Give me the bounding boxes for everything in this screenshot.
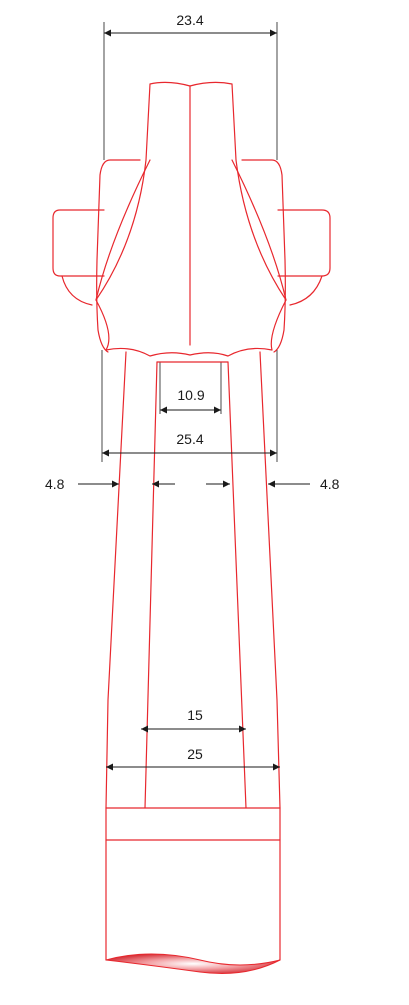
dimension-labels: 23.4 10.9 25.4 4.8 4.8 15 25 — [45, 12, 340, 762]
bore-left — [144, 361, 158, 809]
extension-lines — [101, 22, 278, 462]
tube-right-wall — [259, 351, 281, 809]
label-lower-width: 25 — [187, 746, 203, 762]
left-collar — [96, 159, 141, 353]
label-top-width: 23.4 — [176, 12, 203, 28]
center-block — [95, 81, 287, 357]
shaded-end — [105, 953, 281, 974]
right-wing — [277, 209, 331, 277]
dimension-lines — [78, 29, 310, 771]
label-right-wall: 4.8 — [320, 476, 340, 492]
label-inner-lower-width: 15 — [187, 707, 203, 723]
bow-mouthpiece-outline — [52, 81, 331, 974]
left-wing — [52, 209, 105, 277]
right-collar — [241, 159, 286, 353]
label-left-wall: 4.8 — [45, 476, 65, 492]
tube-left-wall — [105, 351, 127, 809]
bore-right — [227, 361, 247, 809]
label-upper-width: 25.4 — [176, 431, 203, 447]
label-inner-top-width: 10.9 — [177, 387, 204, 403]
